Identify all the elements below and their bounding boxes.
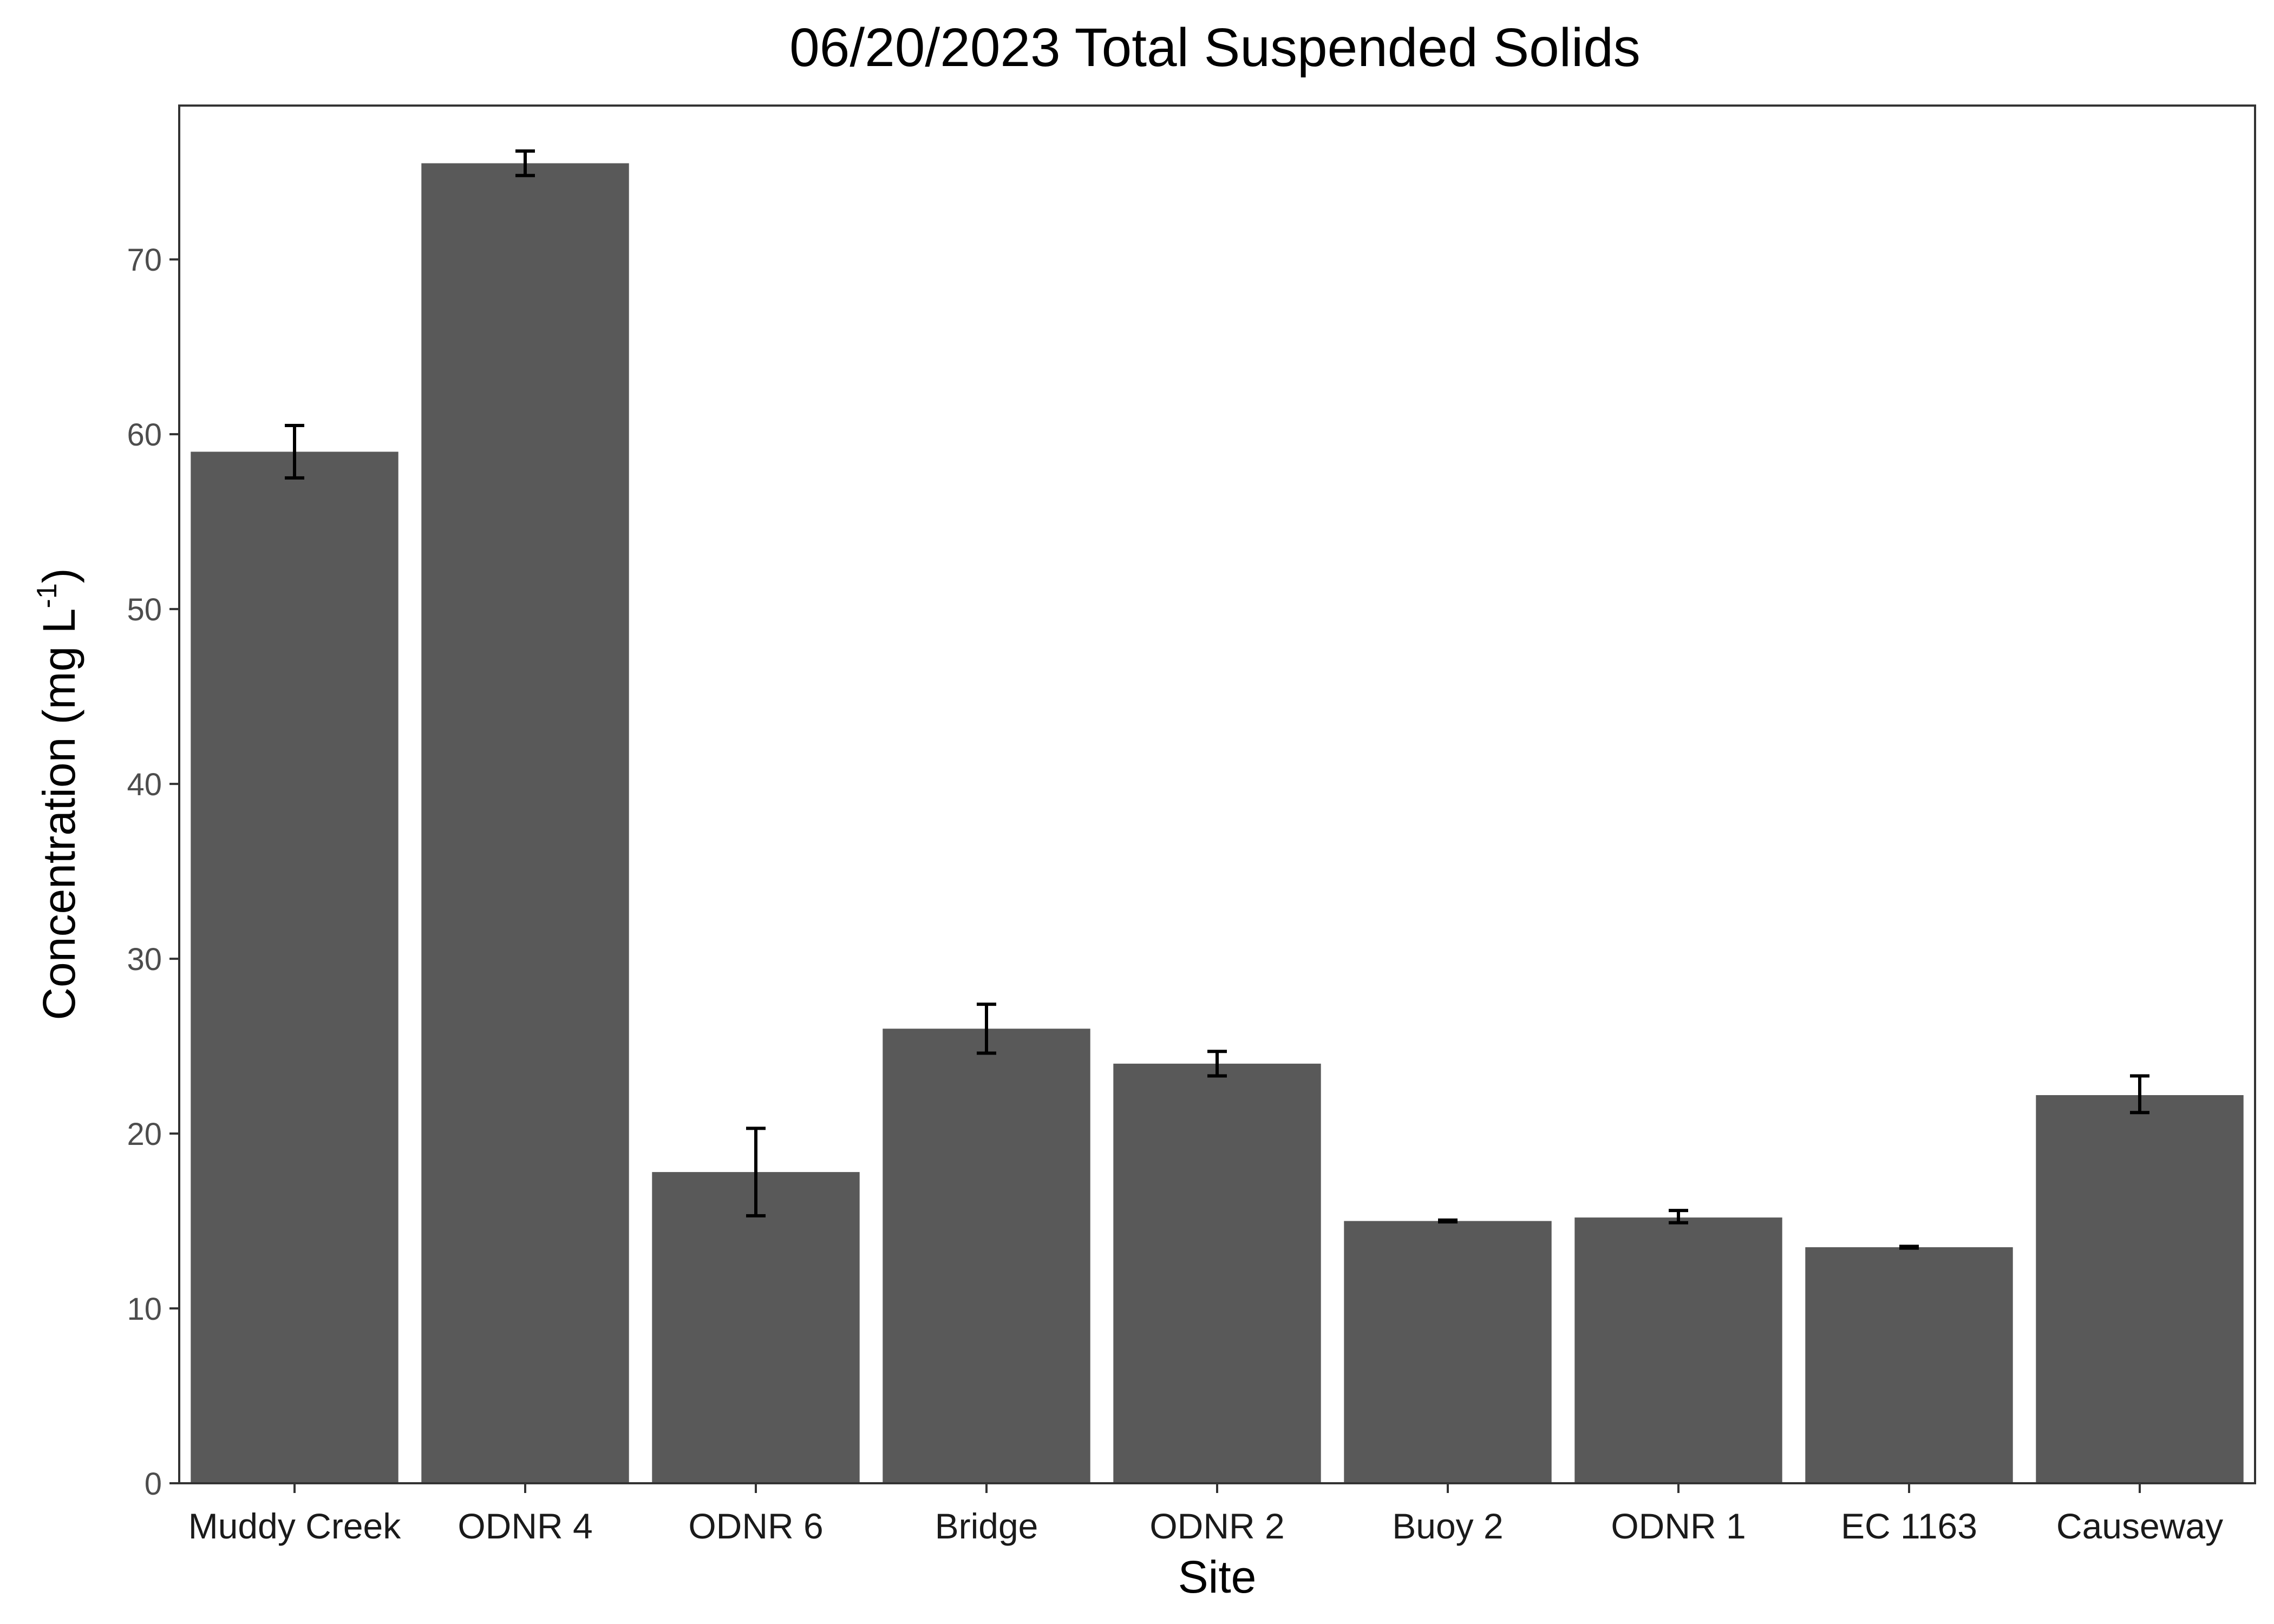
y-axis-label-close: )	[34, 568, 84, 583]
error-bar-8	[2130, 1074, 2149, 1115]
error-bar-2	[746, 1127, 766, 1217]
error-bar-3	[977, 1003, 996, 1055]
y-tick-label-4: 40	[127, 767, 162, 802]
y-tick-label-7: 70	[127, 243, 162, 278]
bar-5	[1344, 1221, 1552, 1483]
x-tick-label-0: Muddy Creek	[188, 1506, 401, 1546]
y-tick-label-3: 30	[127, 942, 162, 977]
x-tick-label-8: Causeway	[2056, 1506, 2223, 1546]
error-bar-0	[285, 424, 304, 480]
y-axis-label: Concentration (mg L-1)	[31, 568, 84, 1020]
error-bar-5	[1438, 1218, 1458, 1224]
bar-0	[191, 451, 398, 1483]
bar-6	[1574, 1217, 1782, 1483]
y-axis-label-superscript: -1	[31, 583, 63, 608]
x-axis-label: Site	[1178, 1551, 1257, 1602]
x-tick-label-7: EC 1163	[1841, 1506, 1977, 1546]
y-tick-label-5: 50	[127, 592, 162, 627]
bar-4	[1113, 1063, 1321, 1483]
x-tick-label-1: ODNR 4	[458, 1506, 592, 1546]
bar-1	[421, 163, 629, 1483]
bar-3	[883, 1029, 1090, 1483]
x-tick-label-3: Bridge	[935, 1506, 1038, 1546]
bar-7	[1805, 1247, 2013, 1483]
y-tick-label-6: 60	[127, 417, 162, 453]
errorbars-layer	[285, 149, 2149, 1250]
y-axis: 0 10 20 30 40 50 60 70	[127, 243, 179, 1502]
x-axis: Muddy Creek ODNR 4 ODNR 6 Bridge ODNR 2 Buoy …	[188, 1483, 2223, 1546]
x-tick-label-6: ODNR 1	[1611, 1506, 1746, 1546]
bar-8	[2036, 1095, 2244, 1483]
x-tick-label-4: ODNR 2	[1149, 1506, 1284, 1546]
bar-2	[652, 1172, 860, 1483]
y-tick-label-0: 0	[145, 1466, 162, 1502]
bars-layer	[191, 163, 2244, 1483]
error-bar-1	[515, 149, 535, 178]
x-tick-label-2: ODNR 6	[688, 1506, 823, 1546]
error-bar-6	[1669, 1209, 1688, 1224]
y-tick-label-1: 10	[127, 1292, 162, 1327]
x-tick-label-5: Buoy 2	[1392, 1506, 1503, 1546]
y-axis-label-main: Concentration (mg L	[34, 608, 84, 1020]
error-bar-7	[1899, 1245, 1919, 1250]
chart-title: 06/20/2023 Total Suspended Solids	[789, 17, 1641, 78]
error-bar-4	[1207, 1050, 1227, 1078]
y-tick-label-2: 20	[127, 1117, 162, 1152]
